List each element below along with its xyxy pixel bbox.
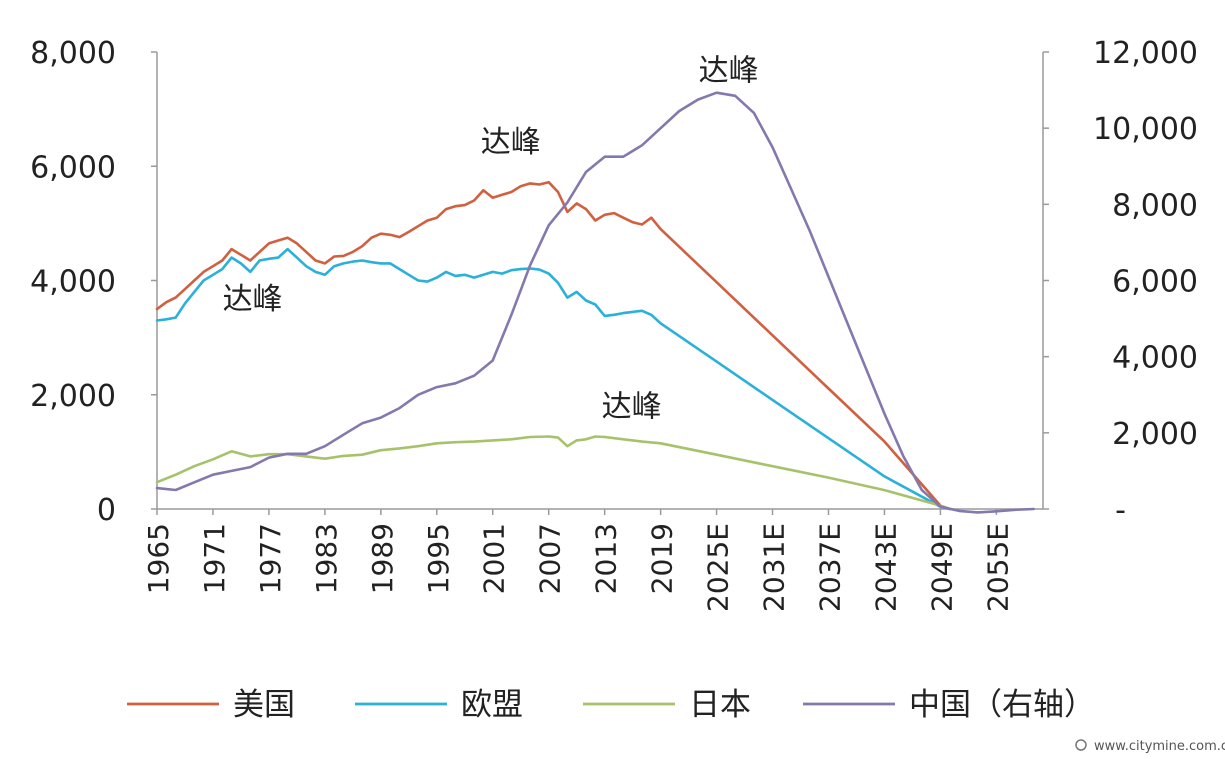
left-tick-label: 0 xyxy=(97,493,116,528)
x-tick-label: 2007 xyxy=(534,523,567,594)
right-tick-label: - xyxy=(1115,493,1126,528)
watermark-text: www.citymine.com.cn xyxy=(1094,739,1225,754)
axes-group: 0 2,000 4,000 6,000 8,000 - 2,000 4,000 6,000 8,0… xyxy=(30,36,1198,612)
left-tick-label: 6,000 xyxy=(30,150,116,185)
legend-item: 日本 xyxy=(583,687,751,723)
x-tick-label: 2025E xyxy=(702,523,735,612)
series-lines-group xyxy=(155,91,1035,514)
legend-label: 中国（右轴） xyxy=(909,687,1095,723)
series-line-4 xyxy=(155,91,1035,514)
legend-label: 日本 xyxy=(689,687,751,723)
right-tick-label: 8,000 xyxy=(1112,188,1198,223)
x-tick-label: 2019 xyxy=(646,523,679,594)
series-line-3 xyxy=(155,435,951,511)
right-tick-label: 10,000 xyxy=(1093,112,1198,147)
peak-annotation: 达峰 xyxy=(223,282,283,317)
legend-item: 欧盟 xyxy=(355,687,523,723)
x-tick-label: 1995 xyxy=(422,523,455,594)
x-tick-label: 1971 xyxy=(198,523,231,594)
series-line-1 xyxy=(155,180,951,511)
watermark: www.citymine.com.cn xyxy=(1075,739,1225,754)
peak-annotation: 达峰 xyxy=(699,54,759,89)
right-tick-label: 2,000 xyxy=(1112,417,1198,452)
x-tick-label: 1989 xyxy=(366,523,399,594)
watermark-logo-icon xyxy=(1075,739,1087,751)
x-tick-label: 2043E xyxy=(869,523,902,612)
right-tick-label: 12,000 xyxy=(1093,36,1198,71)
x-tick-label: 2037E xyxy=(813,523,846,612)
left-tick-label: 8,000 xyxy=(30,36,116,71)
x-tick-label: 2031E xyxy=(758,523,791,612)
x-tick-label: 2013 xyxy=(590,523,623,594)
legend-item: 美国 xyxy=(127,687,295,723)
left-tick-label: 2,000 xyxy=(30,379,116,414)
x-tick-label: 2001 xyxy=(478,523,511,594)
x-tick-label: 2055E xyxy=(981,523,1014,612)
legend: 美国 欧盟 日本 中国（右轴） xyxy=(127,687,1095,723)
right-tick-label: 6,000 xyxy=(1112,265,1198,300)
series-line-2 xyxy=(155,247,951,511)
left-tick-label: 4,000 xyxy=(30,265,116,300)
x-tick-label: 1983 xyxy=(310,523,343,594)
x-tick-label: 1965 xyxy=(142,523,175,594)
right-tick-label: 4,000 xyxy=(1112,341,1198,376)
peak-annotation: 达峰 xyxy=(481,125,541,160)
peak-annotation: 达峰 xyxy=(602,389,662,424)
legend-label: 美国 xyxy=(233,687,295,723)
x-tick-label: 1977 xyxy=(254,523,287,594)
legend-item: 中国（右轴） xyxy=(803,687,1095,723)
legend-label: 欧盟 xyxy=(461,687,523,723)
x-tick-label: 2049E xyxy=(925,523,958,612)
